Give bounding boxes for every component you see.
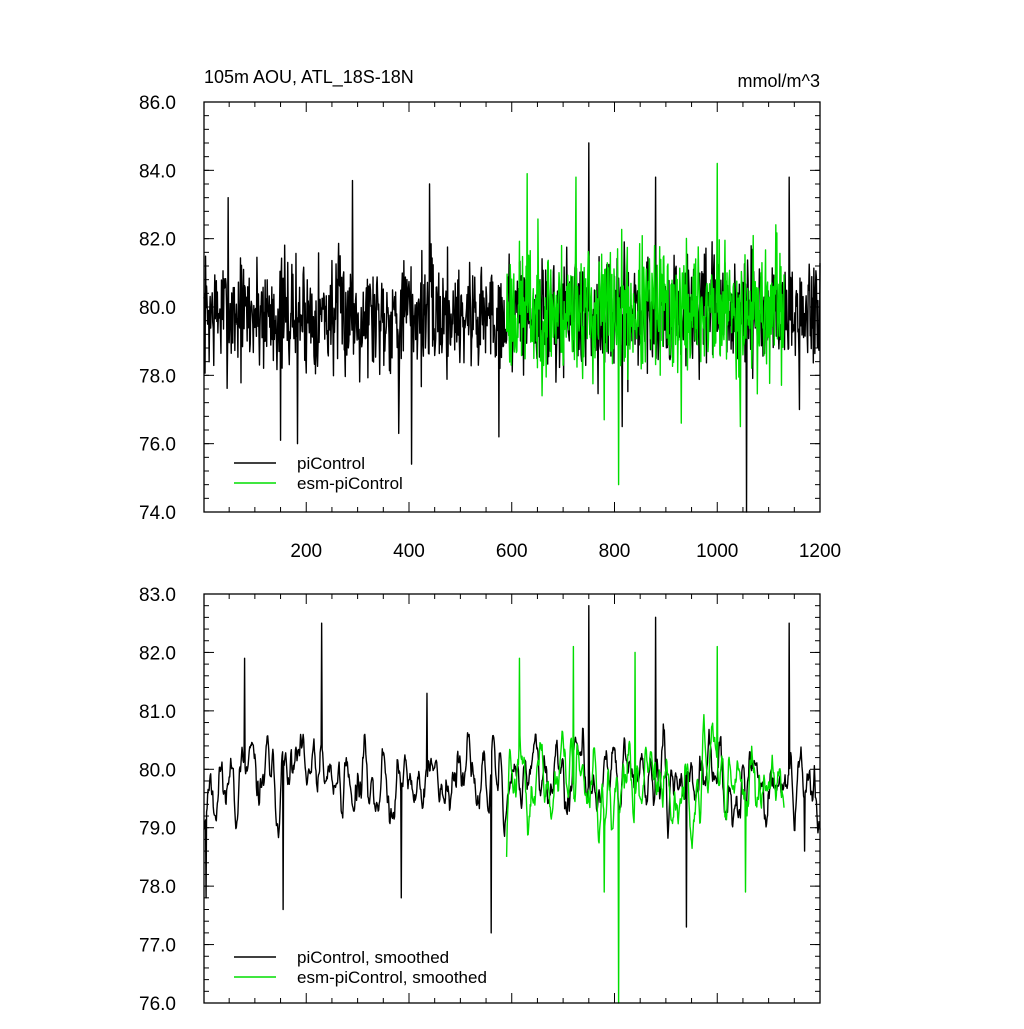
- panel-top-tick-labels: 200 400 600 800 1000 1200 74.0 76.0 78.0 80.0 82.0…: [139, 93, 841, 562]
- chart-title: 105m AOU, ATL_18S-18N: [204, 67, 414, 88]
- panel-bottom: 76.0 77.0 78.0 79.0 80.0 81.0 82.0 83.0 piContr…: [139, 585, 821, 1015]
- panel-top-frame: [203, 101, 821, 513]
- y-tick-label: 76.0: [139, 994, 176, 1015]
- x-tick-label: 800: [599, 541, 631, 562]
- y-tick-label: 80.0: [139, 298, 176, 319]
- y-tick-label: 80.0: [139, 760, 176, 781]
- panel-bottom-series: [203, 604, 821, 1004]
- legend-label: piControl: [297, 454, 365, 473]
- chart-units: mmol/m^3: [738, 71, 820, 91]
- y-tick-label: 76.0: [139, 435, 176, 456]
- x-tick-label: 400: [393, 541, 425, 562]
- x-tick-label: 200: [290, 541, 322, 562]
- y-tick-label: 86.0: [139, 93, 176, 114]
- legend-label: esm-piControl: [297, 474, 403, 493]
- panel-bottom-frame: [203, 593, 821, 1004]
- y-tick-label: 81.0: [139, 702, 176, 723]
- series-line-esm-picontrol: [505, 645, 785, 1004]
- y-tick-label: 77.0: [139, 936, 176, 957]
- panel-top: 105m AOU, ATL_18S-18N mmol/m^3 200 400 600…: [139, 67, 841, 562]
- y-tick-label: 78.0: [139, 366, 176, 387]
- x-tick-label: 1000: [696, 541, 738, 562]
- legend-label: piControl, smoothed: [297, 948, 449, 967]
- y-tick-label: 82.0: [139, 230, 176, 251]
- y-tick-label: 82.0: [139, 643, 176, 664]
- y-tick-label: 83.0: [139, 585, 176, 606]
- series-line-esm-picontrol: [505, 162, 785, 486]
- y-tick-label: 78.0: [139, 877, 176, 898]
- panel-top-series: [203, 142, 821, 513]
- y-tick-label: 79.0: [139, 819, 176, 840]
- legend-label: esm-piControl, smoothed: [297, 968, 487, 987]
- y-tick-label: 84.0: [139, 161, 176, 182]
- panel-bottom-tick-labels: 76.0 77.0 78.0 79.0 80.0 81.0 82.0 83.0: [139, 585, 176, 1015]
- y-tick-label: 74.0: [139, 503, 176, 524]
- x-tick-label: 600: [496, 541, 528, 562]
- x-tick-label: 1200: [799, 541, 841, 562]
